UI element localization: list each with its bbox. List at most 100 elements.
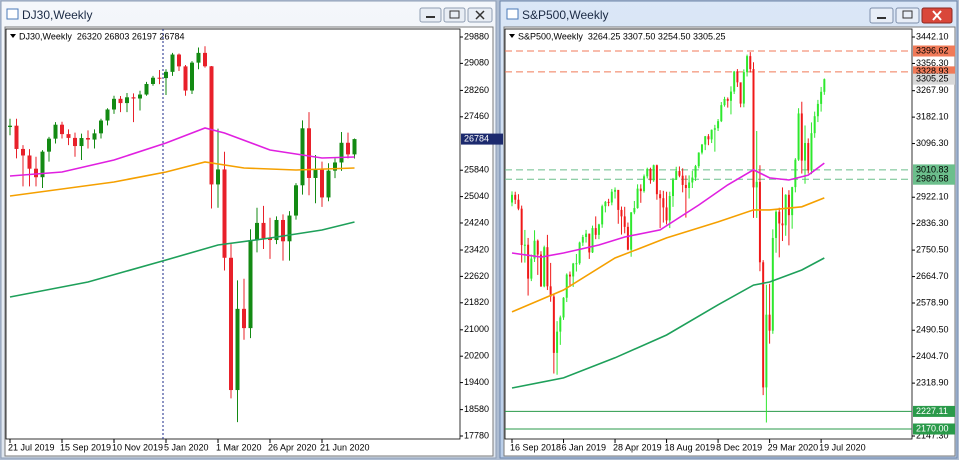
x-tick-label: 8 Dec 2019 <box>716 442 762 452</box>
y-tick-label: 20200 <box>464 351 489 361</box>
candle-body <box>300 128 305 186</box>
y-tick-label: 18580 <box>464 404 489 414</box>
candle-body <box>688 182 691 189</box>
level-label: 2980.58 <box>916 174 949 184</box>
candle-body <box>675 171 678 180</box>
candle-body <box>781 223 784 226</box>
y-tick-label: 2318.90 <box>916 377 949 387</box>
candle-body <box>585 233 588 238</box>
y-tick-label: 25040 <box>464 191 489 201</box>
candle-body <box>614 189 617 192</box>
candle-body <box>797 113 800 160</box>
restore-button[interactable] <box>895 7 920 24</box>
restore-button[interactable] <box>443 7 466 23</box>
candle-body <box>138 94 142 99</box>
y-tick-label: 24240 <box>464 217 489 227</box>
candle-body <box>183 66 188 91</box>
candle-body <box>652 165 655 181</box>
level-label-bg <box>913 45 955 57</box>
candle-body <box>794 159 797 188</box>
candle-body <box>810 133 813 171</box>
level-label-bg <box>913 405 955 417</box>
moving-average <box>511 197 825 313</box>
x-tick-label: 10 Nov 2019 <box>112 442 163 452</box>
y-tick-label: 3442.10 <box>916 31 949 41</box>
candle-body <box>261 222 266 239</box>
candle-body <box>255 222 259 241</box>
minimize-button[interactable] <box>419 7 442 23</box>
candle-body <box>755 181 758 188</box>
y-tick-label: 2922.10 <box>916 192 949 202</box>
candle-body <box>807 143 810 171</box>
candle-body <box>630 212 633 250</box>
y-tick-label: 19400 <box>464 377 489 387</box>
candle-body <box>597 224 600 235</box>
close-icon <box>475 10 485 20</box>
candle-body <box>527 244 530 279</box>
candle-body <box>565 274 568 298</box>
moving-average <box>511 257 825 389</box>
candle-body <box>691 177 694 183</box>
candle-body <box>659 194 662 199</box>
candle-body <box>791 187 794 216</box>
candle-body <box>333 162 337 171</box>
candle-body <box>8 125 12 128</box>
candle-body <box>313 169 318 178</box>
candle-body <box>610 191 613 203</box>
candle-body <box>546 247 549 287</box>
candle-body <box>594 228 597 235</box>
candle-body <box>79 138 84 147</box>
candle-body <box>649 168 652 181</box>
y-tick-label: 3096.30 <box>916 138 949 148</box>
moving-average <box>9 161 355 197</box>
y-tick-label: 3356.30 <box>916 58 949 68</box>
candle-body <box>778 211 781 224</box>
y-tick-label: 25840 <box>464 165 489 175</box>
window-dj30[interactable]: DJ30,Weekly <box>0 0 497 459</box>
candle-body <box>235 308 240 391</box>
candle-body <box>556 331 559 353</box>
y-tick-label: 2578.90 <box>916 297 949 307</box>
plot-frame <box>5 28 461 440</box>
candle-body <box>694 166 697 178</box>
candle-body <box>765 314 768 388</box>
candle-body <box>572 263 575 277</box>
y-tick-label: 3267.90 <box>916 85 949 95</box>
level-label: 2227.11 <box>916 406 948 416</box>
candle-body <box>736 71 739 83</box>
candle-body <box>523 244 526 246</box>
x-tick-label: 21 Jun 2020 <box>320 442 370 452</box>
candle-body <box>307 128 311 178</box>
candle-body <box>294 185 298 216</box>
window-sp500[interactable]: S&P500,Weekly <box>499 0 958 459</box>
moving-average <box>511 162 825 258</box>
chart-area <box>503 26 956 457</box>
candle-body <box>762 262 765 388</box>
last-price-label-bg <box>461 133 503 145</box>
restore-icon <box>902 10 913 19</box>
candle-body <box>222 169 227 258</box>
candle-body <box>514 194 517 200</box>
candle-body <box>800 113 803 161</box>
info-marker <box>10 34 16 38</box>
candle-body <box>287 215 292 242</box>
candle-body <box>639 188 642 192</box>
candle-body <box>86 138 90 140</box>
candle-body <box>229 257 233 391</box>
info-marker <box>509 34 515 38</box>
level-label-bg <box>913 66 955 78</box>
window-icon <box>506 8 519 20</box>
candle-body <box>626 226 629 250</box>
minimize-button[interactable] <box>869 7 894 24</box>
y-tick-label: 2404.70 <box>916 351 949 361</box>
candle-body <box>320 169 324 198</box>
candle-body <box>775 211 778 238</box>
chart-info: DJ30,Weekly 26320 26803 26197 26784 <box>19 31 184 41</box>
candle-body <box>588 233 591 253</box>
candle-body <box>268 238 272 241</box>
candle-body <box>704 136 707 145</box>
candle-body <box>549 286 552 297</box>
candle-body <box>678 171 681 176</box>
y-tick-label: 2750.50 <box>916 244 949 254</box>
